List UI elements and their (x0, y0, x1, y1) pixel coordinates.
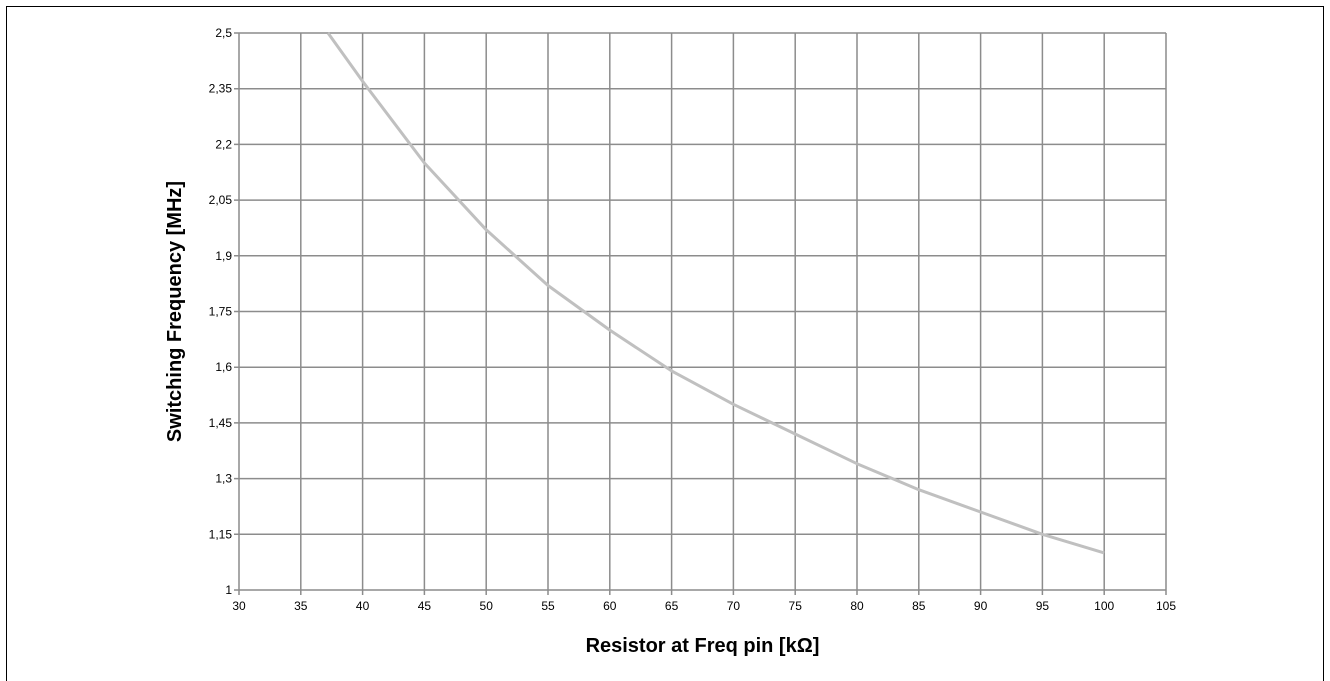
series-line (326, 32, 1105, 555)
x-tick-label: 95 (1036, 599, 1050, 613)
x-tick-label: 55 (541, 599, 555, 613)
y-tick-label: 1,3 (215, 472, 232, 486)
y-tick-label: 1,45 (209, 416, 233, 430)
y-tick-label: 2,05 (209, 193, 233, 207)
x-tick-label: 40 (356, 599, 370, 613)
y-tick-label: 1,9 (215, 249, 232, 263)
grid (234, 32, 1167, 595)
x-tick-label: 80 (850, 599, 864, 613)
y-axis-title: Switching Frequency [MHz] (164, 181, 186, 442)
y-tick-label: 2,5 (215, 26, 232, 40)
y-tick-label: 2,35 (209, 82, 233, 96)
x-tick-label: 65 (665, 599, 679, 613)
x-tick-label: 60 (603, 599, 617, 613)
x-tick-label: 100 (1094, 599, 1114, 613)
x-tick-label: 90 (974, 599, 988, 613)
y-tick-label: 1,75 (209, 305, 233, 319)
x-tick-label: 85 (912, 599, 926, 613)
x-tick-label: 70 (727, 599, 741, 613)
x-tick-label: 105 (1156, 599, 1176, 613)
x-axis-title: Resistor at Freq pin [kΩ] (586, 635, 820, 657)
y-tick-label: 2,2 (215, 137, 232, 151)
y-tick-label: 1,6 (215, 360, 232, 374)
x-tick-labels: 30 35 40 45 50 55 60 65 70 75 80 85 90 95 100 105 (232, 599, 1176, 613)
y-tick-label: 1 (225, 583, 232, 597)
x-tick-label: 30 (232, 599, 246, 613)
y-tick-labels: 1 1,15 1,3 1,45 1,6 1,75 1,9 2,05 2,2 2,35 2,5 (209, 26, 233, 597)
chart-frame (6, 6, 1324, 681)
x-tick-label: 35 (294, 599, 308, 613)
x-tick-label: 75 (789, 599, 803, 613)
x-tick-label: 50 (480, 599, 494, 613)
y-tick-label: 1,15 (209, 527, 233, 541)
x-tick-label: 45 (418, 599, 432, 613)
